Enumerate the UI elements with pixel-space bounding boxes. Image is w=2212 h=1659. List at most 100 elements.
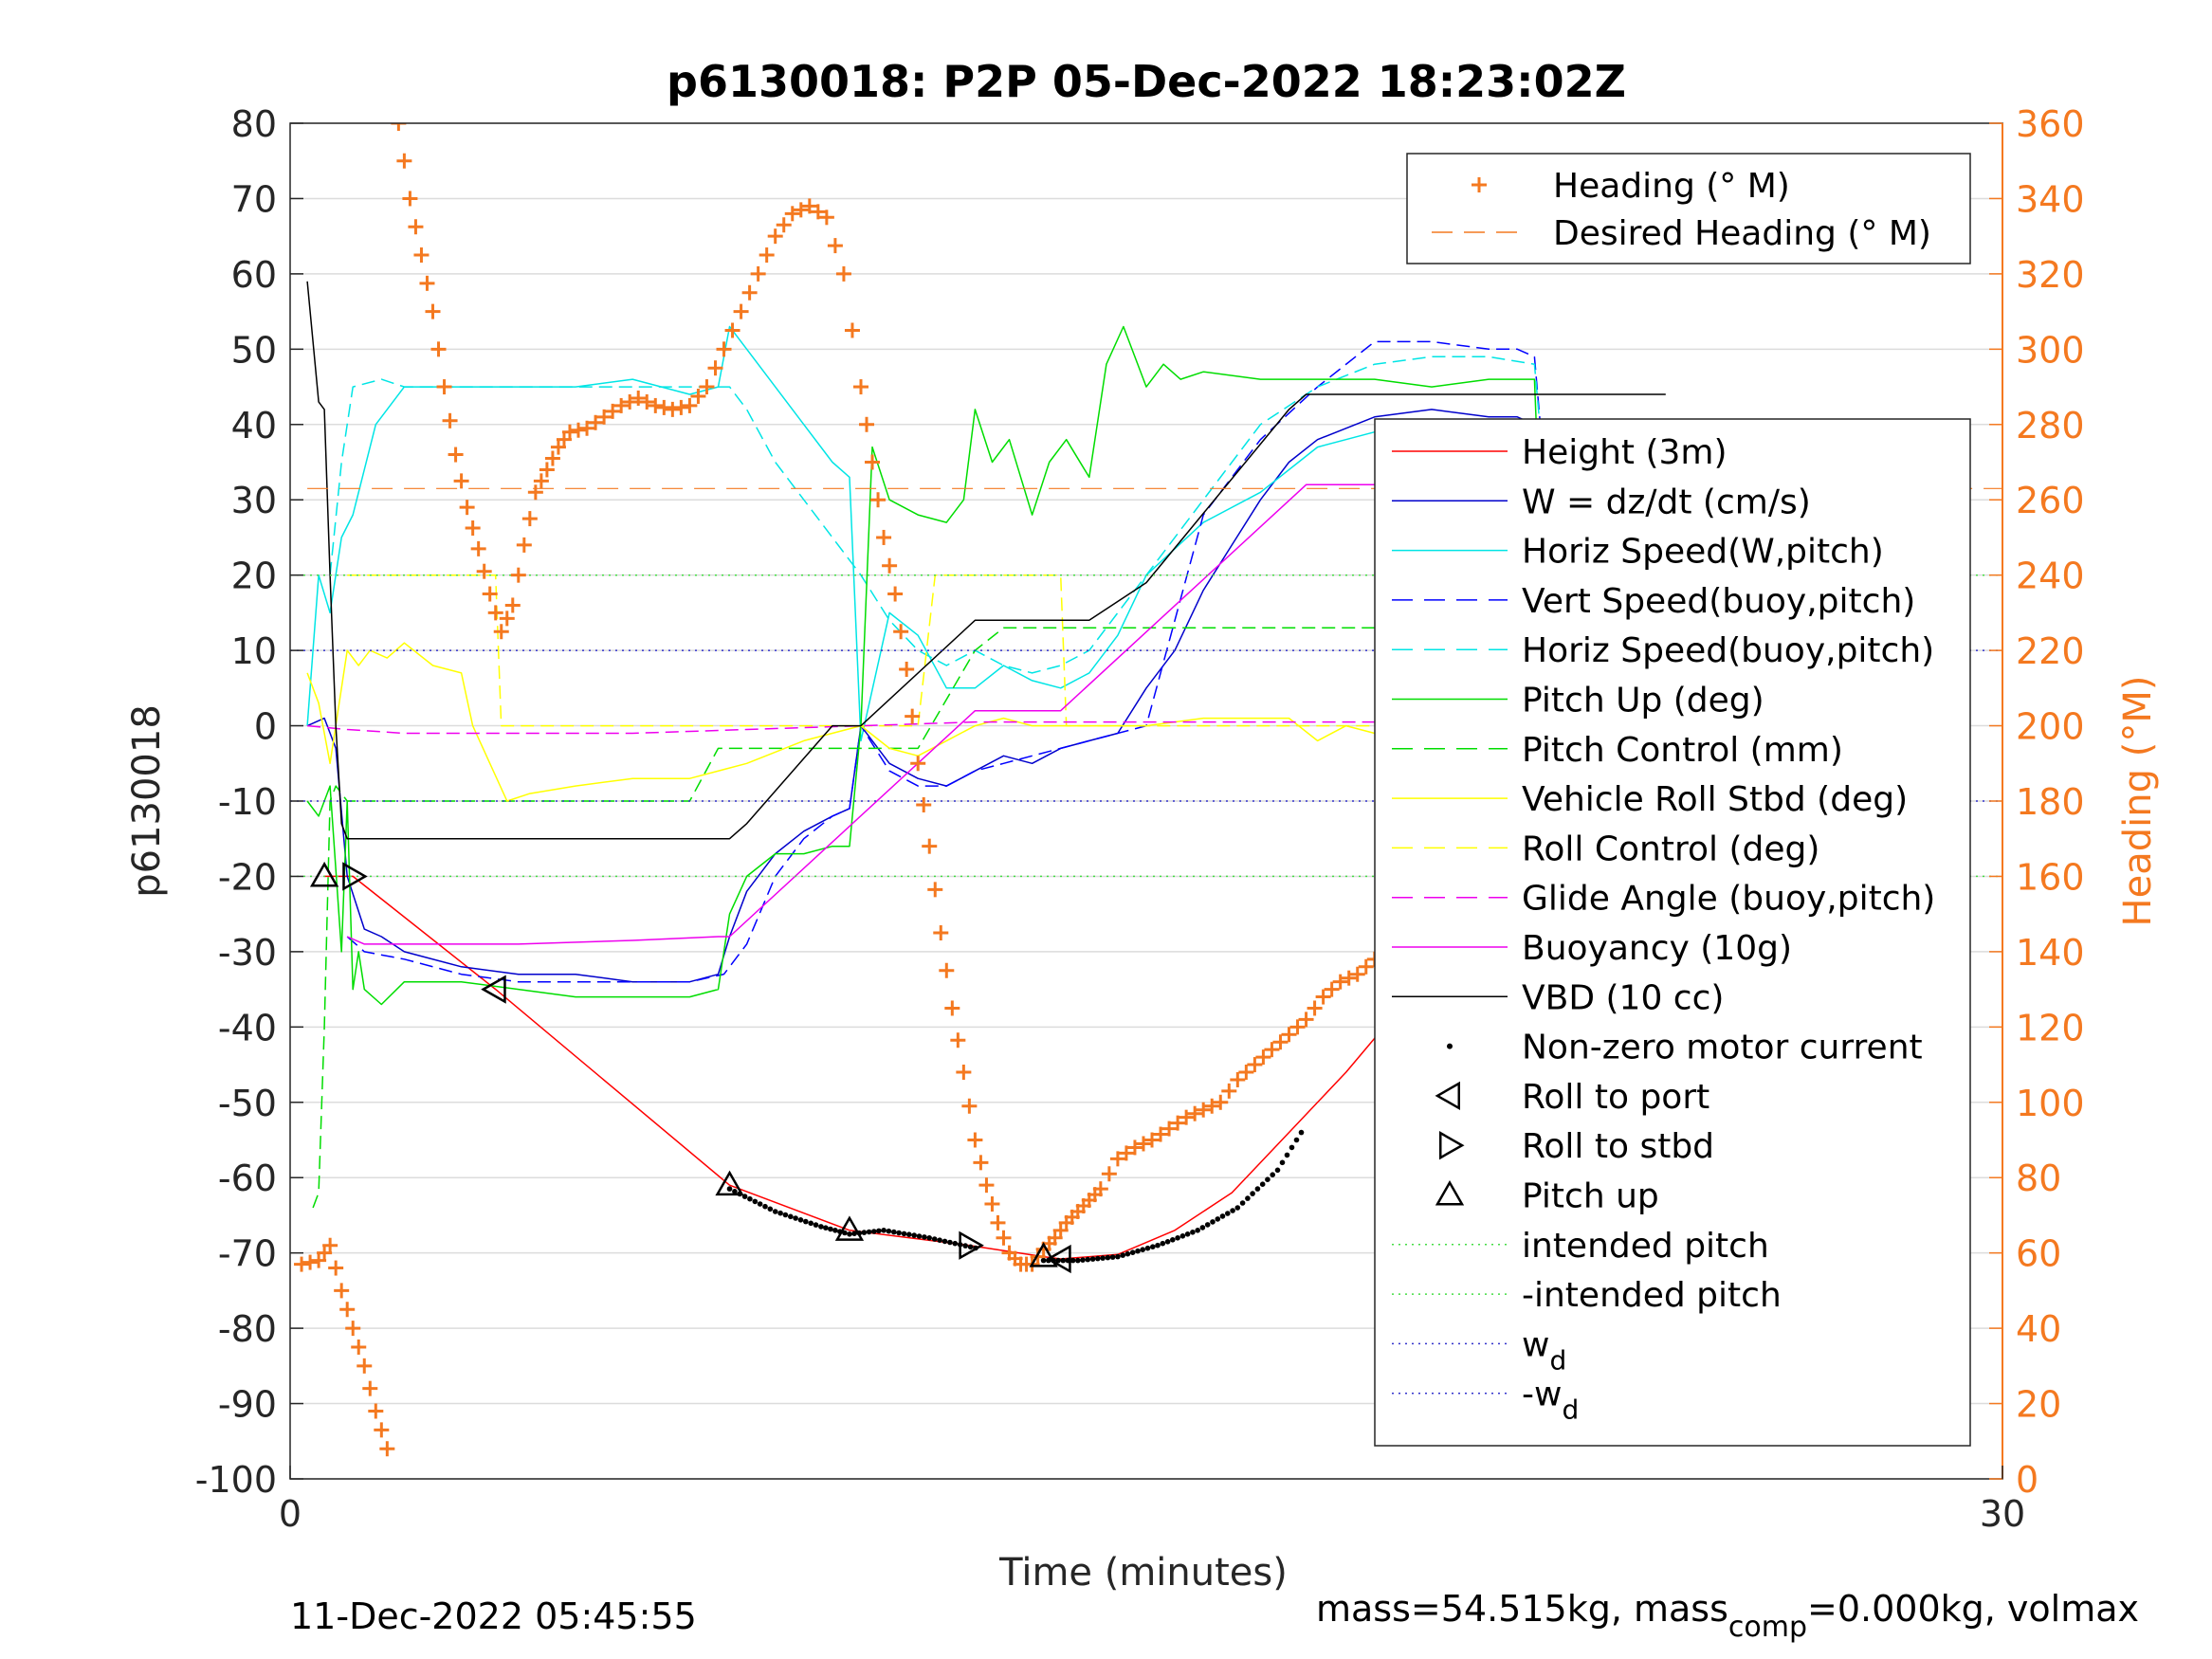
motor-current-dot [881, 1228, 887, 1233]
y-tick-label: -50 [218, 1083, 277, 1124]
y2-tick-label: 240 [2016, 556, 2085, 597]
motor-current-dot [747, 1195, 753, 1202]
y2-tick-label: 360 [2016, 103, 2085, 145]
legend-label-text: Pitch Up (deg) [1522, 682, 1764, 720]
heading-point [294, 1256, 310, 1272]
heading-point [436, 379, 452, 395]
motor-current-dot [772, 1209, 778, 1214]
heading-point [1307, 1000, 1323, 1016]
heading-point [1204, 1098, 1220, 1114]
chart-title: p6130018: P2P 05-Dec-2022 18:23:02Z [667, 56, 1626, 107]
motor-current-dot [818, 1224, 824, 1230]
heading-point [482, 586, 498, 602]
heading-point [853, 379, 868, 395]
legend-label: Non-zero motor current [1522, 1029, 1923, 1067]
y2-tick-label: 60 [2016, 1233, 2061, 1275]
y-tick-label: -10 [218, 781, 277, 823]
heading-point [561, 424, 577, 440]
heading-point [648, 397, 664, 413]
motor-current-dot [871, 1229, 877, 1234]
legend-label: Height (3m) [1522, 433, 1728, 472]
legend-label-text: Roll to port [1522, 1078, 1709, 1117]
heading-point [579, 420, 595, 436]
motor-current-dot [1080, 1257, 1086, 1263]
y-tick-label: -60 [218, 1158, 277, 1199]
heading-point [784, 206, 800, 222]
heading-point [1179, 1109, 1195, 1125]
heading-point [733, 303, 749, 319]
motor-current-dot [1279, 1159, 1286, 1166]
series-line [306, 325, 1666, 1006]
footer-mass-rest: =0.000kg, volmax [1807, 1588, 2139, 1630]
heading-point [402, 191, 418, 207]
motor-current-dot [767, 1206, 774, 1212]
motor-current-dot [952, 1240, 959, 1247]
heading-point [1238, 1065, 1254, 1080]
motor-current-dot [947, 1239, 953, 1246]
motor-current-dot [1075, 1257, 1081, 1264]
heading-point [916, 796, 932, 812]
heading-point [1109, 1151, 1125, 1167]
heading-point [408, 219, 424, 235]
motor-current-dot [1060, 1257, 1067, 1264]
legend-label-text: Horiz Speed(W,pitch) [1522, 533, 1884, 572]
series-line [329, 356, 1666, 720]
motor-current-dot [896, 1230, 902, 1236]
motor-current-dot [1105, 1254, 1111, 1261]
legend-label-text: Roll Control (deg) [1522, 830, 1819, 868]
y2-axis-label: Heading (°M) [2116, 676, 2160, 927]
legend-label: wd [1522, 1325, 1566, 1376]
motor-current-dot [1274, 1167, 1281, 1174]
y2-tick-label: 80 [2016, 1158, 2061, 1199]
motor-current-dot [1069, 1257, 1076, 1264]
motor-current-dot [752, 1198, 759, 1205]
y-tick-label: 20 [231, 556, 277, 597]
heading-point [1272, 1034, 1289, 1050]
heading-point [944, 1000, 960, 1016]
heading-point [442, 412, 458, 428]
y-tick-label: 80 [231, 103, 277, 145]
motor-current-dot [1164, 1239, 1171, 1245]
heading-point [673, 399, 689, 415]
motor-current-dot [906, 1231, 912, 1237]
motor-current-dot [797, 1217, 804, 1223]
heading-point [1135, 1136, 1151, 1152]
legend-label: Roll Control (deg) [1522, 830, 1819, 868]
legend-label: intended pitch [1522, 1227, 1769, 1266]
legend-label-text: Roll to stbd [1522, 1127, 1714, 1166]
y2-tick-label: 280 [2016, 405, 2085, 447]
heading-point [453, 473, 469, 489]
motor-current-dot [1155, 1242, 1161, 1249]
heading-point [876, 529, 892, 545]
heading-point [613, 397, 630, 413]
legend-label: Horiz Speed(buoy,pitch) [1522, 631, 1934, 670]
y2-tick-label: 260 [2016, 480, 2085, 521]
y-axis-label: p6130018 [125, 704, 169, 898]
motor-current-dot [842, 1230, 848, 1236]
heading-point [499, 611, 515, 627]
legend-label: W = dz/dt (cm/s) [1522, 483, 1811, 521]
motor-current-dot [1140, 1247, 1145, 1252]
heading-point [504, 597, 521, 613]
legend-label-text: -w [1522, 1376, 1562, 1414]
legend-label-text: Horiz Speed(buoy,pitch) [1522, 631, 1934, 670]
legend-marker [1435, 1179, 1465, 1206]
heading-point [933, 925, 949, 941]
legend-marker [1435, 1081, 1460, 1111]
motor-current-dot [732, 1189, 738, 1194]
heading-point [448, 447, 464, 463]
heading-point [334, 1283, 350, 1299]
motor-current-dot [1144, 1245, 1151, 1251]
motor-current-dot [1085, 1256, 1091, 1263]
heading-point [345, 1321, 361, 1337]
legend-heading-label: Heading (° M) [1553, 167, 1790, 206]
legend-heading-plus [1472, 177, 1487, 192]
y-tick-label: -30 [218, 932, 277, 974]
heading-point [910, 756, 926, 772]
motor-current-dot [1195, 1228, 1200, 1233]
heading-point [776, 217, 792, 233]
legend-label: Vert Speed(buoy,pitch) [1522, 582, 1915, 621]
motor-current-dot [1230, 1208, 1235, 1213]
motor-current-dot [782, 1212, 789, 1218]
legend-label: -intended pitch [1522, 1276, 1782, 1315]
